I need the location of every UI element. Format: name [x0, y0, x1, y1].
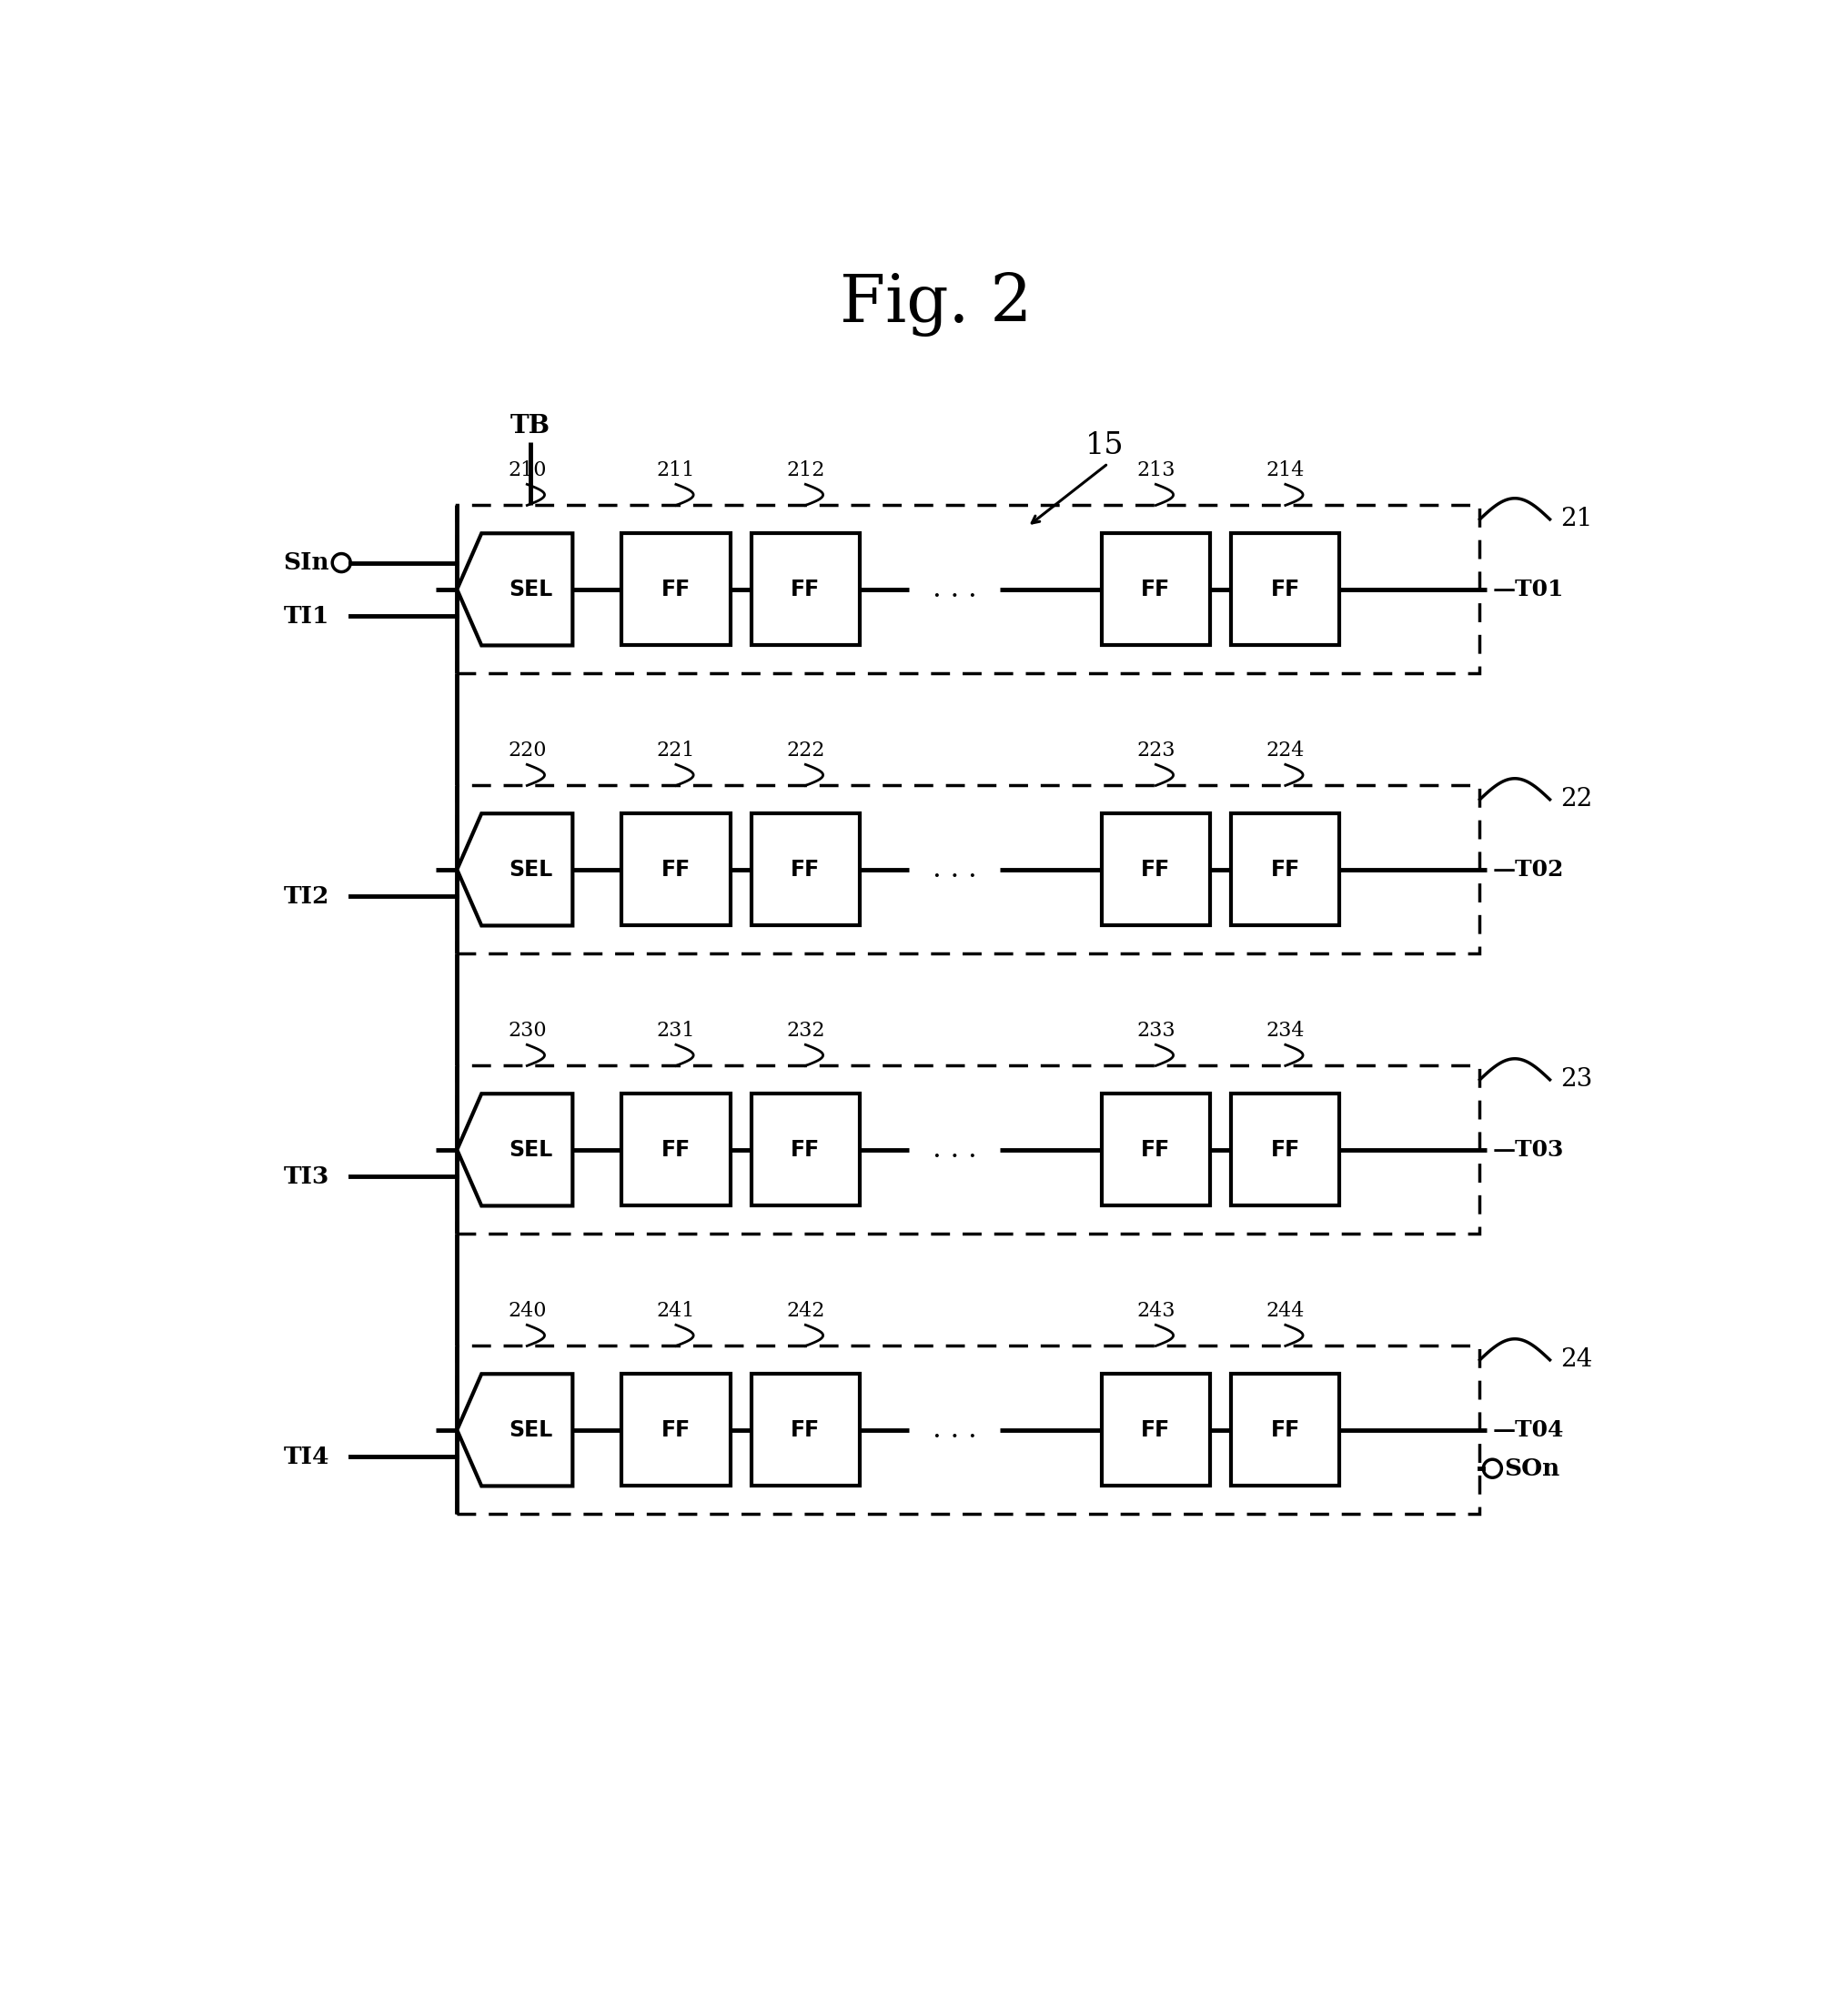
Text: 240: 240	[508, 1302, 546, 1320]
Text: TB: TB	[511, 413, 551, 439]
Bar	[750, 1095, 860, 1206]
Text: FF: FF	[1271, 579, 1300, 601]
Text: 231: 231	[657, 1022, 696, 1040]
Text: FF: FF	[1141, 1419, 1170, 1441]
Text: TI1: TI1	[283, 605, 329, 627]
Text: 24: 24	[1561, 1347, 1592, 1373]
Bar	[456, 786, 1479, 954]
Bar	[1101, 1375, 1211, 1486]
Bar	[621, 1095, 730, 1206]
Text: FF: FF	[1271, 1139, 1300, 1161]
Text: 220: 220	[508, 742, 546, 760]
Text: SOn: SOn	[1505, 1458, 1559, 1480]
Text: TI4: TI4	[283, 1445, 329, 1468]
Text: FF: FF	[1141, 859, 1170, 881]
Text: Fig. 2: Fig. 2	[840, 272, 1032, 337]
Bar	[456, 1347, 1479, 1514]
Text: FF: FF	[1271, 1419, 1300, 1441]
Bar	[456, 506, 1479, 673]
Bar	[1231, 1375, 1340, 1486]
Text: SEL: SEL	[509, 579, 553, 601]
Text: —T03: —T03	[1492, 1139, 1563, 1161]
Text: 210: 210	[508, 462, 546, 480]
Bar	[621, 1375, 730, 1486]
Text: FF: FF	[791, 859, 820, 881]
Text: FF: FF	[661, 579, 690, 601]
Polygon shape	[456, 1375, 573, 1486]
Text: —T04: —T04	[1492, 1419, 1563, 1441]
Text: 234: 234	[1265, 1022, 1306, 1040]
Text: 223: 223	[1136, 742, 1176, 760]
Text: 15: 15	[1085, 431, 1125, 460]
Bar	[1231, 534, 1340, 645]
Bar	[456, 1066, 1479, 1234]
Text: FF: FF	[1141, 1139, 1170, 1161]
Polygon shape	[456, 534, 573, 645]
Text: FF: FF	[791, 579, 820, 601]
Text: 211: 211	[657, 462, 696, 480]
Text: 242: 242	[787, 1302, 825, 1320]
Text: 224: 224	[1265, 742, 1306, 760]
Text: 222: 222	[787, 742, 825, 760]
Text: . . .: . . .	[933, 1135, 977, 1163]
Polygon shape	[456, 814, 573, 925]
Bar	[1101, 1095, 1211, 1206]
Bar	[1101, 814, 1211, 925]
Text: FF: FF	[791, 1139, 820, 1161]
Text: SEL: SEL	[509, 1419, 553, 1441]
Text: . . .: . . .	[933, 575, 977, 603]
Text: SEL: SEL	[509, 859, 553, 881]
Text: . . .: . . .	[933, 855, 977, 883]
Text: 23: 23	[1561, 1066, 1592, 1093]
Text: 230: 230	[508, 1022, 546, 1040]
Text: 22: 22	[1561, 786, 1592, 812]
Text: —T02: —T02	[1492, 859, 1563, 881]
Text: FF: FF	[791, 1419, 820, 1441]
Text: FF: FF	[661, 1139, 690, 1161]
Text: 241: 241	[657, 1302, 696, 1320]
Text: FF: FF	[1141, 579, 1170, 601]
Bar	[621, 534, 730, 645]
Bar	[1231, 1095, 1340, 1206]
Text: 221: 221	[657, 742, 696, 760]
Text: 233: 233	[1136, 1022, 1176, 1040]
Text: 244: 244	[1265, 1302, 1306, 1320]
Text: SEL: SEL	[509, 1139, 553, 1161]
Text: 232: 232	[787, 1022, 825, 1040]
Text: . . .: . . .	[933, 1415, 977, 1443]
Bar	[621, 814, 730, 925]
Text: 212: 212	[787, 462, 825, 480]
Bar	[750, 1375, 860, 1486]
Bar	[750, 534, 860, 645]
Text: 243: 243	[1136, 1302, 1176, 1320]
Text: 214: 214	[1265, 462, 1306, 480]
Text: —T01: —T01	[1492, 579, 1563, 601]
Polygon shape	[456, 1095, 573, 1206]
Text: FF: FF	[661, 859, 690, 881]
Text: TI2: TI2	[283, 885, 329, 907]
Text: FF: FF	[1271, 859, 1300, 881]
Bar	[1231, 814, 1340, 925]
Bar	[1101, 534, 1211, 645]
Text: SIn: SIn	[283, 552, 329, 575]
Bar	[750, 814, 860, 925]
Text: 213: 213	[1136, 462, 1176, 480]
Text: TI3: TI3	[283, 1165, 329, 1187]
Text: 21: 21	[1561, 508, 1592, 532]
Text: FF: FF	[661, 1419, 690, 1441]
